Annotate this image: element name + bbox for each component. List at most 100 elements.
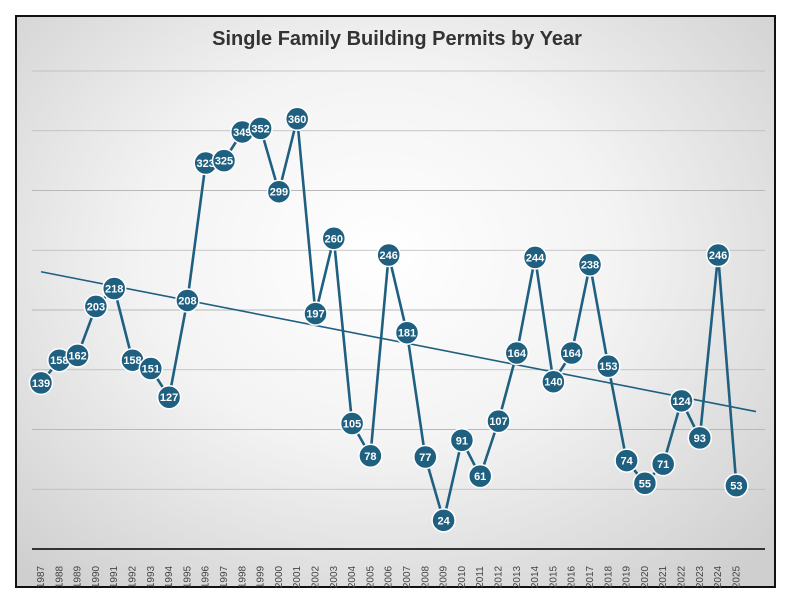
x-tick-label: 1993 (146, 565, 157, 588)
x-tick-label: 2000 (274, 565, 285, 588)
data-point (339, 411, 365, 436)
data-label: 203 (87, 301, 105, 313)
data-point (394, 320, 420, 345)
data-label: 260 (325, 233, 343, 245)
data-point (83, 294, 109, 319)
x-tick-label: 1997 (219, 565, 230, 588)
data-label: 325 (215, 156, 233, 168)
data-point (596, 353, 621, 379)
data-point (321, 226, 347, 251)
x-tick-label: 1999 (256, 565, 267, 588)
data-label: 91 (456, 435, 468, 447)
data-point (28, 370, 54, 396)
data-point (650, 451, 676, 477)
data-label: 107 (489, 416, 507, 428)
x-tick-label: 2012 (494, 565, 505, 588)
x-tick-label: 1995 (182, 565, 193, 588)
x-tick-label: 1989 (73, 565, 84, 588)
data-label: 238 (581, 260, 599, 272)
data-point (467, 463, 493, 489)
x-tick-label: 2017 (585, 565, 596, 588)
data-point (175, 288, 200, 313)
data-label: 71 (657, 459, 669, 471)
x-tick-label: 1987 (36, 565, 47, 588)
data-label: 105 (343, 419, 361, 431)
x-tick-label: 2016 (567, 565, 578, 588)
data-label: 77 (419, 452, 431, 464)
x-tick-label: 2003 (329, 565, 340, 588)
x-tick-label: 2018 (603, 565, 614, 588)
data-label: 140 (544, 377, 562, 389)
chart-title: Single Family Building Permits by Year (212, 28, 582, 50)
x-tick-label: 2014 (530, 565, 541, 588)
data-point (65, 343, 90, 368)
x-tick-label: 1994 (164, 565, 175, 588)
x-tick-label: 2008 (420, 565, 431, 588)
x-tick-label: 2007 (402, 565, 413, 588)
data-label: 55 (639, 478, 651, 490)
data-label: 352 (251, 123, 269, 135)
data-label: 181 (398, 328, 416, 340)
data-label: 158 (123, 355, 141, 367)
data-label: 151 (142, 364, 160, 376)
data-label: 127 (160, 392, 178, 404)
data-label: 349 (233, 127, 251, 139)
x-tick-label: 2004 (347, 565, 358, 588)
data-point (431, 508, 456, 533)
x-tick-label: 2013 (512, 565, 523, 588)
x-tick-label: 1988 (54, 565, 65, 588)
data-point (724, 473, 749, 498)
x-tick-label: 1991 (109, 565, 120, 588)
data-point (504, 340, 530, 366)
data-point (358, 443, 383, 469)
x-tick-label: 2006 (384, 565, 395, 588)
data-label: 124 (672, 396, 691, 408)
data-label: 153 (599, 361, 617, 373)
data-point (211, 148, 237, 173)
x-tick-label: 1992 (128, 565, 139, 588)
data-point (138, 356, 164, 381)
data-label: 139 (32, 378, 50, 390)
data-label: 74 (620, 456, 633, 468)
data-label: 197 (306, 309, 324, 321)
data-label: 164 (508, 348, 527, 360)
data-point (632, 471, 658, 496)
x-tick-label: 2009 (439, 565, 450, 588)
x-tick-label: 2011 (475, 566, 486, 588)
data-point (413, 444, 438, 470)
data-point (522, 245, 548, 270)
data-point (303, 301, 328, 326)
data-label: 53 (730, 481, 742, 493)
data-point (266, 179, 292, 204)
x-tick-label: 2001 (292, 565, 303, 588)
data-label: 246 (380, 250, 398, 262)
data-point (705, 242, 731, 268)
x-axis: 1987 1988 1989 1990 1991 1992 1993 1994 1995 1996… (32, 548, 765, 588)
data-point (101, 276, 127, 301)
data-point (376, 242, 401, 268)
x-tick-label: 2015 (548, 565, 559, 588)
data-point (449, 428, 475, 453)
data-label: 323 (197, 158, 215, 170)
x-tick-label: 2005 (365, 565, 376, 588)
data-label: 78 (364, 451, 376, 463)
data-point (284, 106, 310, 132)
x-tick-label: 2022 (677, 565, 688, 588)
trendline-layer (40, 270, 757, 413)
x-tick-label: 2025 (731, 565, 742, 588)
data-label: 360 (288, 114, 306, 126)
data-label: 218 (105, 283, 123, 295)
x-tick-label: 1996 (201, 565, 212, 588)
x-tick-label: 1990 (91, 565, 102, 588)
x-tick-label: 2024 (713, 565, 724, 588)
x-tick-label: 2021 (658, 565, 669, 588)
data-point (687, 425, 713, 451)
data-point (248, 116, 273, 141)
data-point (156, 384, 182, 410)
data-label: 246 (709, 250, 727, 262)
data-point (541, 369, 566, 394)
data-label: 162 (68, 350, 86, 362)
gridlines (32, 70, 765, 490)
x-tick-label: 2010 (457, 565, 468, 588)
